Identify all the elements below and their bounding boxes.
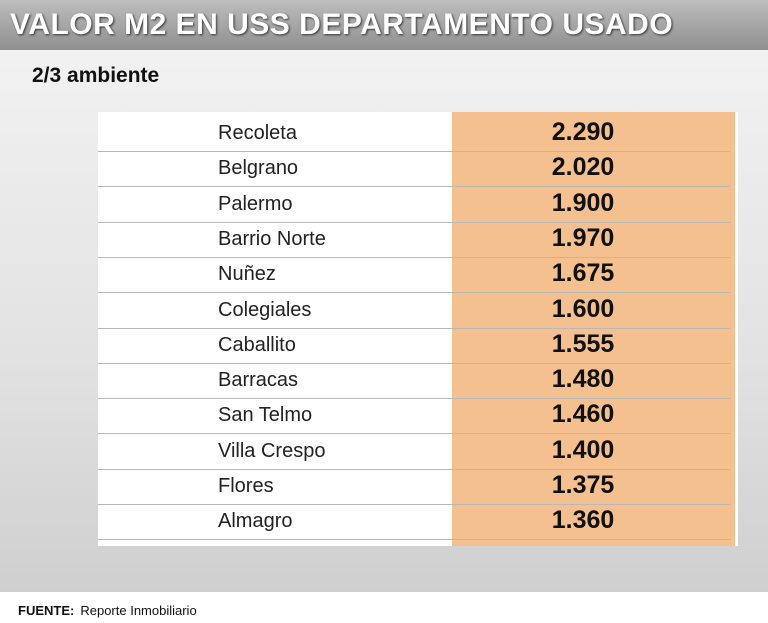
neighborhood: Villa Crespo (218, 439, 326, 462)
price: 2.290 (551, 118, 615, 146)
footer-source: Reporte Inmobiliario (80, 603, 197, 618)
table-row: Barracas 1.480 (98, 363, 730, 400)
table-row: Nuñez 1.675 (98, 257, 730, 294)
neighborhood: Flores (218, 475, 274, 497)
price: 1.675 (551, 259, 615, 288)
price: 1.600 (551, 294, 615, 323)
price: 1.555 (551, 329, 615, 358)
neighborhood: Almagro (218, 510, 293, 533)
neighborhood: San Telmo (218, 404, 313, 427)
neighborhood: Nuñez (218, 263, 276, 286)
neighborhood: Barracas (218, 369, 299, 392)
footer-label: FUENTE: (18, 603, 75, 618)
table-row: San Telmo 1.460 (98, 398, 730, 435)
table: Recoleta 2.290 Belgrano 2.020 Palermo 1.900 Ba… (98, 112, 738, 546)
footer: FUENTE: Reporte Inmobiliario (18, 603, 197, 618)
table-row: Almagro 1.360 (98, 504, 730, 541)
price: 1.360 (551, 506, 615, 535)
price: 1.970 (551, 223, 615, 252)
price: 2.020 (551, 153, 615, 182)
price: 1.400 (551, 435, 615, 464)
neighborhood: Recoleta (218, 122, 297, 144)
value-column (452, 112, 735, 546)
price: 1.900 (551, 188, 615, 217)
table-row: Colegiales 1.600 (98, 293, 730, 329)
neighborhood: Barrio Norte (218, 227, 326, 250)
price: 1.375 (551, 471, 615, 499)
neighborhood: Belgrano (218, 157, 299, 180)
neighborhood: Caballito (218, 333, 296, 356)
table-row: Caballito 1.555 (98, 328, 730, 364)
neighborhood: Colegiales (218, 298, 312, 321)
price: 1.460 (551, 400, 615, 429)
title-bar: VALOR M2 EN USS DEPARTAMENTO USADO (0, 0, 768, 50)
table-row: Recoleta 2.290 (98, 116, 730, 152)
table-row: Barrio Norte 1.970 (98, 222, 730, 258)
table-row: Flores 1.375 (98, 469, 730, 505)
table-row: Palermo 1.900 (98, 187, 730, 223)
price: 1.480 (551, 365, 615, 394)
title: VALOR M2 EN USS DEPARTAMENTO USADO (10, 8, 674, 41)
neighborhood: Palermo (218, 192, 293, 215)
subtitle: 2/3 ambiente (32, 64, 160, 87)
table-row: Villa Crespo 1.400 (98, 434, 730, 470)
table-row: Belgrano 2.020 (98, 151, 730, 188)
